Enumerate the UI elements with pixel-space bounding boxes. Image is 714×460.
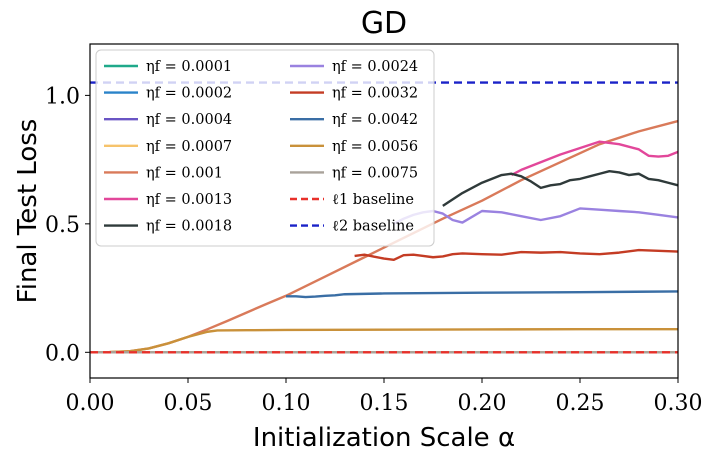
legend-label: ηf = 0.0075 bbox=[332, 165, 418, 181]
legend-label: ηf = 0.0004 bbox=[146, 112, 232, 128]
legend-label: ηf = 0.0013 bbox=[146, 192, 232, 208]
legend-label: ηf = 0.0042 bbox=[332, 112, 418, 128]
x-axis-label: Initialization Scale α bbox=[253, 423, 515, 453]
legend-label: ηf = 0.0032 bbox=[332, 86, 418, 102]
legend-entries: ηf = 0.0001 ηf = 0.0002 ηf = 0.0004 ηf = 0.… bbox=[104, 59, 418, 235]
legend-label: ℓ2 baseline bbox=[332, 219, 414, 235]
legend-label: ηf = 0.0001 bbox=[146, 59, 232, 75]
series-line-10 bbox=[89, 327, 678, 354]
y-tick-label: 0.0 bbox=[45, 341, 80, 366]
series-line-6 bbox=[442, 169, 679, 207]
legend-box bbox=[95, 49, 435, 247]
legend-label: ηf = 0.0002 bbox=[146, 86, 232, 102]
y-tick-label: 0.5 bbox=[45, 213, 80, 238]
x-ticks: 0.00 0.05 0.10 0.15 0.20 0.25 0.30 bbox=[66, 378, 703, 416]
series-line-5 bbox=[510, 140, 679, 177]
legend-label: ηf = 0.0024 bbox=[332, 59, 418, 75]
x-tick-label: 0.25 bbox=[556, 391, 605, 416]
series-line-8 bbox=[354, 248, 679, 262]
series-line-9 bbox=[286, 290, 679, 299]
x-tick-label: 0.10 bbox=[262, 391, 311, 416]
legend-label: ℓ1 baseline bbox=[332, 192, 414, 208]
x-tick-label: 0.30 bbox=[654, 391, 703, 416]
y-tick-label: 1.0 bbox=[45, 84, 80, 109]
chart-title: GD bbox=[361, 6, 407, 41]
y-axis-label: Final Test Loss bbox=[13, 119, 43, 304]
x-tick-label: 0.00 bbox=[66, 391, 115, 416]
x-tick-label: 0.15 bbox=[360, 391, 409, 416]
legend-label: ηf = 0.0018 bbox=[146, 219, 232, 235]
x-tick-label: 0.20 bbox=[458, 391, 507, 416]
legend-label: ηf = 0.0056 bbox=[332, 139, 418, 155]
legend-label: ηf = 0.0007 bbox=[146, 139, 232, 155]
legend: ηf = 0.0001 ηf = 0.0002 ηf = 0.0004 ηf = 0.… bbox=[95, 49, 435, 247]
legend-label: ηf = 0.001 bbox=[146, 165, 223, 181]
x-tick-label: 0.05 bbox=[164, 391, 213, 416]
y-ticks: 0.0 0.5 1.0 bbox=[45, 84, 90, 366]
